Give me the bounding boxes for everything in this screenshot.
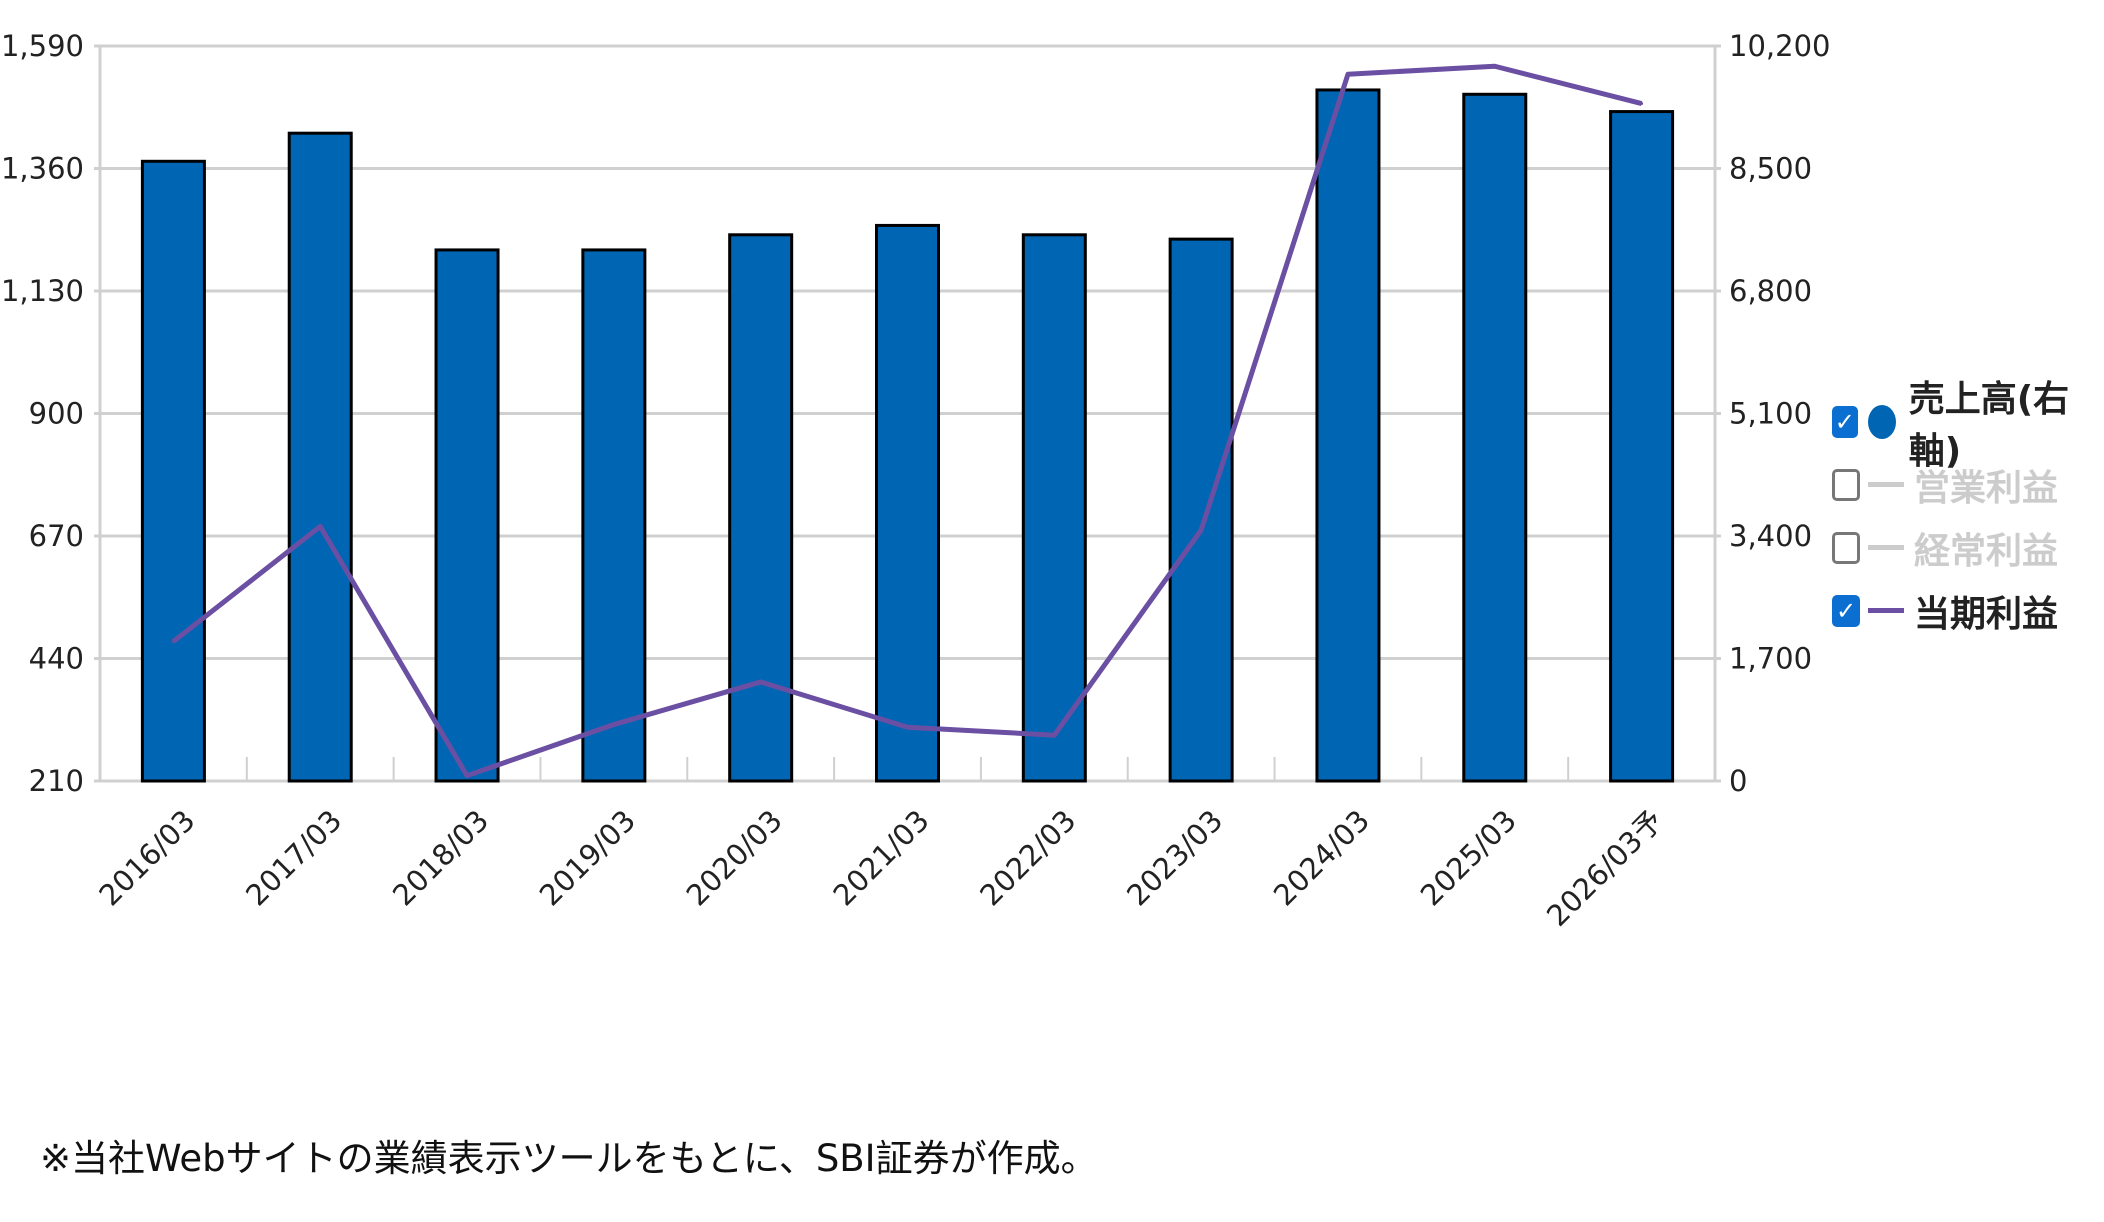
legend-item[interactable]: 経常利益 bbox=[1832, 516, 2104, 579]
bar-2024/03 bbox=[1315, 88, 1381, 783]
line-marker-icon bbox=[1868, 608, 1904, 613]
right-tick-label: 10,200 bbox=[1729, 29, 1830, 63]
line-point bbox=[1346, 72, 1350, 76]
right-tick-label: 3,400 bbox=[1729, 519, 1812, 553]
bar-2017/03 bbox=[287, 131, 353, 783]
right-tick-label: 5,100 bbox=[1729, 397, 1812, 431]
legend-label: 当期利益 bbox=[1914, 593, 2059, 635]
bar-2025/03 bbox=[1462, 92, 1528, 783]
x-tick-label: 2026/03予 bbox=[1540, 803, 1670, 933]
right-tick-label: 6,800 bbox=[1729, 274, 1812, 308]
legend-item[interactable]: ✓ 当期利益 bbox=[1832, 579, 2104, 642]
legend-label: 売上高(右軸) bbox=[1908, 378, 2070, 472]
legend-item[interactable]: ✓ 売上高(右軸) bbox=[1832, 379, 2104, 472]
line-point bbox=[612, 723, 616, 727]
line-marker-icon bbox=[1868, 482, 1904, 487]
line-point bbox=[1493, 64, 1497, 68]
bar-2022/03 bbox=[1021, 233, 1087, 783]
left-tick-label: 1,590 bbox=[1, 29, 84, 63]
line-point bbox=[465, 774, 469, 778]
legend-label: 経常利益 bbox=[1914, 530, 2059, 572]
bar-2016/03 bbox=[140, 159, 206, 783]
x-tick-label: 2017/03 bbox=[239, 803, 348, 912]
x-tick-label: 2021/03 bbox=[826, 803, 935, 912]
line-marker-icon bbox=[1868, 545, 1904, 550]
left-tick-label: 670 bbox=[29, 519, 84, 553]
footnote: ※当社Webサイトの業績表示ツールをもとに、SBI証券が作成。 bbox=[40, 1137, 1098, 1180]
line-point bbox=[906, 725, 909, 729]
x-tick-label: 2019/03 bbox=[533, 803, 642, 912]
checkbox-checked-icon[interactable]: ✓ bbox=[1832, 594, 1860, 627]
line-point bbox=[1052, 733, 1056, 737]
right-tick-label: 0 bbox=[1729, 764, 1747, 798]
bar-2020/03 bbox=[728, 233, 794, 783]
checkbox-unchecked-icon[interactable] bbox=[1832, 531, 1860, 564]
bar-2023/03 bbox=[1168, 237, 1234, 783]
left-tick-label: 440 bbox=[29, 642, 84, 676]
legend: ✓ 売上高(右軸) 営業利益経常利益 ✓ 当期利益 bbox=[1832, 379, 2104, 642]
right-tick-label: 8,500 bbox=[1729, 152, 1812, 186]
left-tick-label: 900 bbox=[29, 397, 84, 431]
x-tick-label: 2024/03 bbox=[1267, 803, 1376, 912]
x-tick-label: 2016/03 bbox=[92, 803, 201, 912]
bar-2021/03 bbox=[875, 223, 940, 783]
x-tick-label: 2022/03 bbox=[973, 803, 1082, 912]
circle-marker-icon bbox=[1866, 404, 1899, 439]
legend-label: 営業利益 bbox=[1914, 467, 2059, 509]
line-point bbox=[759, 680, 763, 684]
x-tick-label: 2023/03 bbox=[1120, 803, 1229, 912]
right-tick-label: 1,700 bbox=[1729, 642, 1812, 676]
left-tick-label: 1,130 bbox=[1, 274, 84, 308]
x-tick-label: 2018/03 bbox=[386, 803, 495, 912]
left-tick-label: 1,360 bbox=[1, 152, 84, 186]
line-point bbox=[171, 639, 175, 643]
line-point bbox=[318, 524, 322, 528]
bar-2019/03 bbox=[581, 248, 647, 783]
checkbox-unchecked-icon[interactable] bbox=[1832, 468, 1860, 501]
line-point bbox=[1199, 528, 1203, 532]
x-tick-label: 2020/03 bbox=[680, 803, 789, 912]
bar-2026/03予 bbox=[1609, 110, 1675, 783]
checkbox-checked-icon[interactable]: ✓ bbox=[1832, 405, 1858, 438]
legend-item[interactable]: 営業利益 bbox=[1832, 453, 2104, 516]
bar-2018/03 bbox=[434, 248, 500, 783]
x-tick-label: 2025/03 bbox=[1414, 803, 1523, 912]
line-point bbox=[1640, 102, 1644, 106]
left-tick-label: 210 bbox=[29, 764, 84, 798]
